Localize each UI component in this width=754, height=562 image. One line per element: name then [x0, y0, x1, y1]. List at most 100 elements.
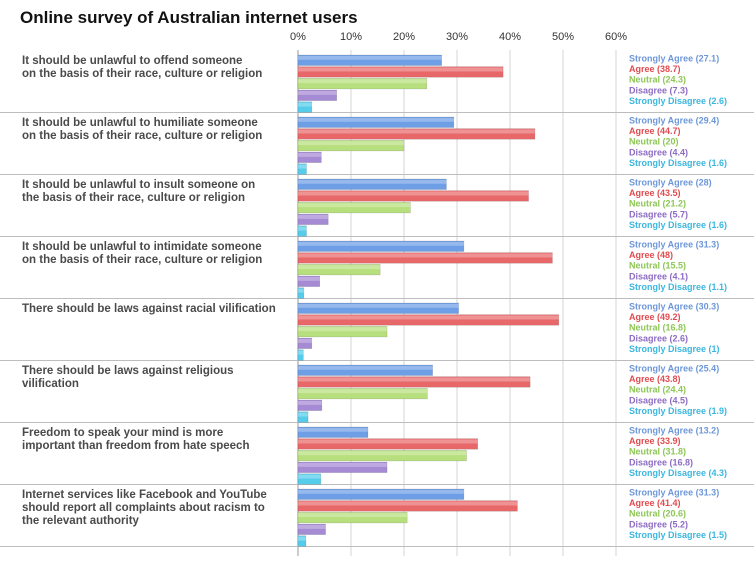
legend-entry: Strongly Agree (29.4) [629, 116, 719, 126]
legend-entry: Disagree (4.5) [629, 395, 688, 405]
bar-strongly-agree [297, 488, 465, 500]
bar-highlight [298, 501, 518, 506]
bar-highlight [298, 400, 322, 405]
legend-entry: Strongly Agree (13.2) [629, 426, 719, 436]
bar-highlight [298, 513, 408, 518]
legend-entry: Agree (48) [629, 250, 673, 260]
chart-title: Online survey of Australian internet use… [20, 8, 358, 27]
legend-entry: Strongly Disagree (1.5) [629, 530, 727, 540]
bar-neutral [297, 450, 467, 462]
question-label: Freedom to speak your mind is more [22, 427, 223, 439]
bar-strongly-agree [297, 302, 459, 314]
bar-highlight [298, 117, 454, 122]
legend-entry: Strongly Agree (30.3) [629, 302, 719, 312]
question-group: There should be laws against religiousvi… [0, 364, 754, 423]
bar-highlight [298, 79, 427, 84]
legend-entry: Neutral (24.3) [629, 75, 686, 85]
bar-highlight [298, 350, 304, 355]
x-tick-label: 0% [290, 31, 306, 43]
bar-neutral [297, 512, 408, 524]
bar-highlight [298, 315, 559, 320]
bar-highlight [298, 276, 320, 281]
question-label: on the basis of their race, culture or r… [22, 68, 262, 80]
bar-strongly-disagree [297, 287, 305, 299]
legend-entry: Strongly Disagree (1) [629, 344, 720, 354]
bar-agree [297, 252, 553, 264]
bar-highlight [298, 55, 442, 60]
legend-entry: Disagree (5.7) [629, 209, 688, 219]
bar-neutral [297, 78, 428, 90]
bar-strongly-agree [297, 426, 369, 438]
question-group: There should be laws against racial vili… [0, 302, 754, 361]
question-label: Internet services like Facebook and YouT… [22, 489, 267, 501]
bar-neutral [297, 202, 411, 214]
question-group: It should be unlawful to humiliate someo… [0, 116, 754, 175]
question-label: should report all complaints about racis… [22, 502, 265, 514]
legend-entry: Strongly Disagree (1.1) [629, 282, 727, 292]
bar-highlight [298, 462, 388, 467]
legend-entry: Agree (49.2) [629, 312, 681, 322]
bar-highlight [298, 451, 467, 456]
question-label: vilification [22, 378, 79, 390]
question-label: the relevant authority [22, 515, 140, 527]
x-tick-label: 40% [499, 31, 521, 43]
question-label: on the basis of their race, culture or r… [22, 130, 262, 142]
legend-entry: Agree (38.7) [629, 64, 681, 74]
legend-entry: Strongly Agree (31.3) [629, 240, 719, 250]
question-label: There should be laws against religious [22, 365, 234, 377]
bar-strongly-disagree [297, 411, 309, 423]
legend-entry: Disagree (7.3) [629, 85, 688, 95]
question-label: the basis of their race, culture or reli… [22, 192, 245, 204]
bar-highlight [298, 129, 535, 134]
legend-entry: Disagree (5.2) [629, 519, 688, 529]
question-label: It should be unlawful to offend someone [22, 55, 242, 67]
legend-entry: Disagree (4.4) [629, 147, 688, 157]
bar-highlight [298, 288, 304, 293]
bar-highlight [298, 338, 312, 343]
bar-highlight [298, 427, 368, 432]
legend-entry: Agree (43.5) [629, 188, 681, 198]
legend-entry: Strongly Disagree (1.6) [629, 158, 727, 168]
bar-highlight [298, 365, 433, 370]
bar-highlight [298, 303, 459, 308]
legend-entry: Strongly Disagree (2.6) [629, 96, 727, 106]
bar-highlight [298, 253, 553, 258]
bar-neutral [297, 388, 428, 400]
bar-strongly-disagree [297, 101, 313, 113]
bar-agree [297, 128, 536, 140]
bar-highlight [298, 377, 531, 382]
bar-strongly-agree [297, 178, 447, 190]
bar-agree [297, 500, 518, 512]
bar-highlight [298, 524, 326, 529]
bar-agree [297, 314, 560, 326]
bar-highlight [298, 141, 404, 146]
legend-entry: Neutral (20) [629, 137, 679, 147]
bar-highlight [298, 241, 464, 246]
x-tick-label: 20% [393, 31, 415, 43]
bar-highlight [298, 191, 529, 196]
legend-entry: Neutral (15.5) [629, 261, 686, 271]
bar-highlight [298, 67, 504, 72]
bar-highlight [298, 152, 322, 157]
bar-disagree [297, 89, 337, 101]
legend-entry: Neutral (21.2) [629, 199, 686, 209]
x-tick-label: 10% [340, 31, 362, 43]
bar-highlight [298, 203, 411, 208]
legend-entry: Strongly Disagree (1.9) [629, 406, 727, 416]
bar-highlight [298, 327, 388, 332]
bar-disagree [297, 461, 388, 473]
bar-highlight [298, 179, 447, 184]
legend-entry: Neutral (24.4) [629, 385, 686, 395]
bar-highlight [298, 389, 428, 394]
legend-entry: Strongly Agree (25.4) [629, 364, 719, 374]
bar-neutral [297, 264, 381, 276]
legend-entry: Strongly Disagree (4.3) [629, 468, 727, 478]
legend-entry: Strongly Agree (28) [629, 178, 712, 188]
bar-highlight [298, 226, 307, 231]
bar-strongly-disagree [297, 163, 307, 175]
bar-disagree [297, 399, 323, 411]
legend-entry: Disagree (4.1) [629, 271, 688, 281]
bar-highlight [298, 474, 321, 479]
bar-highlight [298, 536, 306, 541]
